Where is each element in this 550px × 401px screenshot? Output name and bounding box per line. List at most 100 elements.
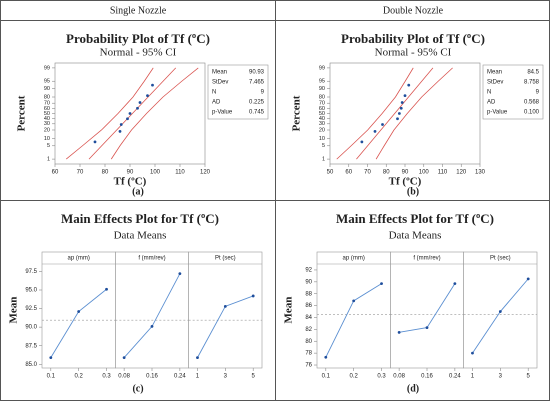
- y-tick-label: 40: [319, 116, 325, 122]
- y-tick-label: 70: [319, 101, 325, 107]
- stat-value: 0.568: [524, 100, 540, 106]
- y-tick-label: 85.0: [25, 362, 37, 368]
- y-tick-label: 90: [305, 279, 312, 285]
- x-tick-label: 90: [127, 170, 134, 176]
- y-tick-label: 82: [305, 327, 312, 333]
- y-tick-label: 99: [319, 65, 325, 71]
- x-tick-label: 1: [196, 374, 200, 380]
- y-tick-label: 84: [305, 315, 312, 321]
- x-tick-label: 60: [345, 170, 352, 176]
- y-tick-label: 97.5: [25, 269, 37, 275]
- data-point: [381, 123, 384, 126]
- y-tick-label: 5: [322, 143, 325, 149]
- y-tick-label: 80: [305, 339, 312, 345]
- x-tick-label: 0.1: [47, 374, 56, 380]
- stat-value: 9: [261, 90, 265, 96]
- y-tick-label: 60: [44, 106, 50, 112]
- y-axis-label: Percent: [291, 95, 303, 131]
- y-axis-label: Mean: [283, 297, 295, 324]
- effect-point: [178, 272, 182, 276]
- stats-box: [482, 64, 544, 120]
- stat-value: 90.93: [249, 70, 265, 76]
- data-point: [373, 129, 377, 133]
- data-point: [126, 117, 129, 121]
- effect-line: [123, 273, 181, 358]
- y-tick-label: 40: [44, 116, 50, 122]
- x-tick-label: 0.16: [146, 374, 158, 380]
- y-tick-label: 30: [319, 121, 325, 127]
- column-header: Single Nozzle: [110, 5, 167, 16]
- stat-value: 7.465: [249, 80, 265, 86]
- panel: [316, 251, 391, 369]
- x-tick-label: 100: [150, 170, 161, 176]
- effect-point: [49, 356, 53, 359]
- y-tick-label: 80: [319, 94, 325, 100]
- chart-title: Probability Plot of Tf (ºC): [341, 31, 485, 46]
- y-tick-label: 90: [44, 86, 50, 92]
- y-tick-label: 90: [319, 86, 325, 92]
- data-point: [397, 112, 401, 115]
- data-point: [118, 129, 122, 133]
- x-axis-label: Tf (ºC): [114, 176, 147, 188]
- y-tick-label: 20: [44, 127, 50, 133]
- y-tick-label: 1: [47, 157, 50, 163]
- y-tick-label: 10: [319, 136, 325, 142]
- panel: [390, 251, 464, 369]
- x-tick-label: 70: [77, 170, 84, 176]
- y-tick-label: 87.5: [25, 343, 37, 349]
- effect-point: [526, 277, 530, 281]
- x-tick-label: 60: [52, 170, 59, 176]
- x-tick-label: 0.2: [74, 374, 83, 380]
- plot-area: [329, 62, 481, 165]
- y-tick-label: 88: [305, 291, 312, 297]
- effect-point: [425, 326, 429, 329]
- y-tick-label: 92.5: [25, 306, 37, 312]
- y-tick-label: 70: [44, 101, 50, 107]
- caption: (b): [407, 186, 419, 197]
- stat-label: p-Value: [487, 110, 508, 116]
- chart-title: Main Effects Plot for Tf (ºC): [61, 211, 219, 226]
- x-tick-label: 50: [327, 170, 334, 176]
- x-tick-label: 5: [252, 374, 256, 380]
- y-axis-label: Mean: [8, 297, 20, 324]
- y-tick-label: 76: [305, 363, 312, 369]
- y-tick-label: 20: [319, 127, 325, 133]
- column-header: Double Nozzle: [383, 5, 444, 16]
- y-tick-label: 95.0: [25, 288, 37, 294]
- stat-value: 84.5: [527, 70, 539, 76]
- effect-point: [251, 294, 255, 298]
- stat-label: StDev: [487, 80, 503, 86]
- stat-label: p-Value: [212, 110, 233, 116]
- x-tick-label: 100: [419, 170, 430, 176]
- chart-subtitle: Normal - 95% CI: [100, 47, 177, 59]
- y-tick-label: 60: [319, 106, 325, 112]
- panel-title: f (mm/rev): [413, 256, 440, 262]
- effect-point: [397, 330, 401, 334]
- x-tick-label: 130: [475, 170, 486, 176]
- x-tick-label: 5: [527, 374, 531, 380]
- y-tick-label: 78: [305, 351, 312, 357]
- fit-line: [88, 67, 177, 160]
- effect-line: [50, 288, 107, 358]
- x-tick-label: 1: [471, 374, 475, 380]
- data-point: [360, 140, 364, 144]
- ci-line: [110, 67, 199, 160]
- caption: (a): [132, 186, 144, 197]
- y-tick-label: 50: [319, 111, 325, 117]
- stat-label: AD: [487, 100, 496, 106]
- x-tick-label: 0.16: [421, 374, 433, 380]
- effect-point: [105, 287, 108, 291]
- data-point: [128, 112, 132, 115]
- effect-point: [196, 356, 199, 359]
- ci-line: [375, 67, 453, 160]
- panel: [41, 251, 116, 369]
- x-tick-label: 0.3: [102, 374, 111, 380]
- effect-line: [325, 283, 382, 358]
- data-point: [93, 140, 97, 144]
- x-tick-label: 0.1: [322, 374, 331, 380]
- stat-label: StDev: [212, 80, 228, 86]
- y-axis-label: Percent: [16, 95, 28, 131]
- y-tick-label: 5: [47, 143, 50, 149]
- x-tick-label: 3: [224, 374, 228, 380]
